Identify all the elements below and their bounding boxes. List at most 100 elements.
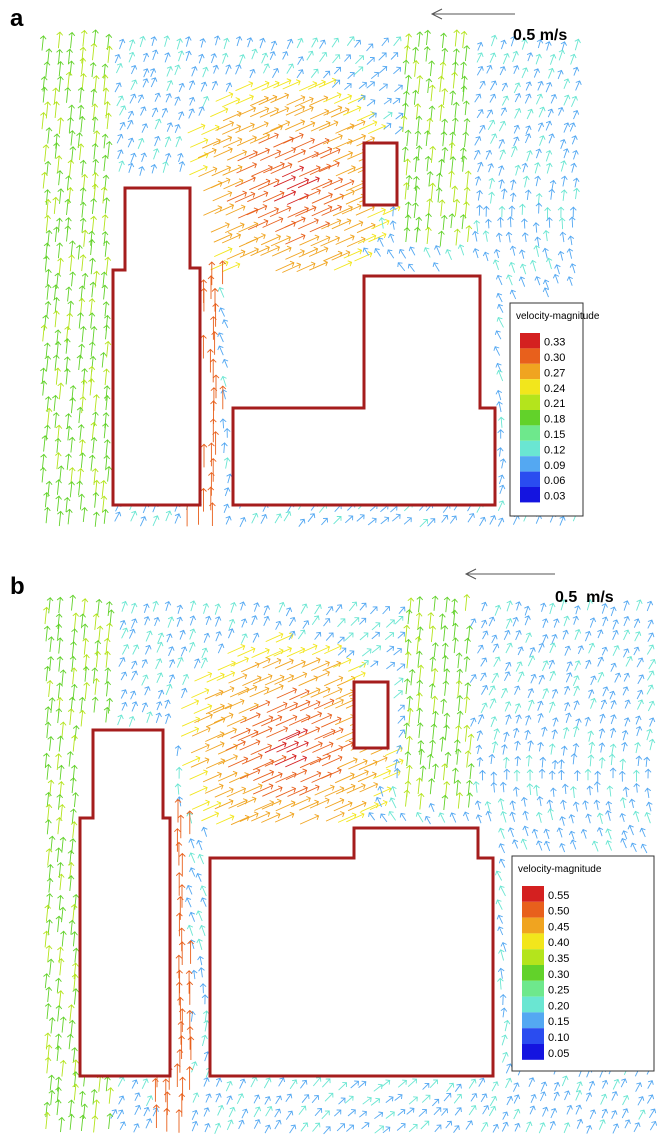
vector-arrow xyxy=(274,673,295,685)
vector-arrow xyxy=(599,713,606,724)
vector-arrow xyxy=(222,164,243,176)
vector-arrow xyxy=(538,1122,546,1134)
vector-arrow xyxy=(498,120,507,132)
vector-arrow xyxy=(416,679,424,696)
vector-arrow xyxy=(311,660,330,671)
vector-arrow xyxy=(467,733,475,751)
vector-arrow xyxy=(475,744,483,755)
vector-arrow xyxy=(358,81,367,89)
vector-arrow xyxy=(509,192,517,202)
vector-arrow xyxy=(67,861,75,879)
vector-arrow xyxy=(321,1078,331,1088)
vector-arrow xyxy=(646,600,654,612)
vector-arrow xyxy=(622,786,630,798)
vector-arrow xyxy=(497,798,505,810)
vector-arrow xyxy=(70,641,77,657)
vector-arrow xyxy=(76,132,83,148)
vector-arrow xyxy=(456,792,463,809)
vector-arrow xyxy=(78,297,86,315)
vector-arrow xyxy=(79,57,87,75)
vector-arrow xyxy=(253,602,260,612)
vector-arrow xyxy=(235,64,242,75)
vector-arrow xyxy=(140,152,147,162)
vector-arrow xyxy=(475,814,482,824)
vector-arrow xyxy=(162,161,169,173)
legend-swatch xyxy=(522,886,544,902)
vector-arrow xyxy=(321,767,342,779)
vector-arrow xyxy=(432,262,440,272)
vector-arrow xyxy=(549,743,556,755)
vector-arrow xyxy=(68,919,76,935)
vector-arrow xyxy=(89,281,97,298)
vector-arrow xyxy=(323,250,343,262)
vector-arrow xyxy=(573,110,580,120)
vector-arrow xyxy=(330,107,350,118)
vector-arrow xyxy=(586,1125,593,1134)
vector-arrow xyxy=(121,600,128,612)
vector-arrow xyxy=(44,506,51,524)
vector-arrow xyxy=(89,454,96,471)
vector-arrow xyxy=(251,810,271,822)
vector-arrow xyxy=(554,1081,561,1091)
vector-arrow xyxy=(198,166,218,178)
vector-arrow xyxy=(207,348,214,373)
vector-arrow xyxy=(69,397,76,414)
vector-arrow xyxy=(77,143,85,161)
vector-arrow xyxy=(204,783,224,794)
vector-arrow xyxy=(472,248,480,259)
vector-arrow xyxy=(574,38,581,51)
vector-arrow xyxy=(324,1092,334,1102)
vector-arrow xyxy=(457,244,465,256)
vector-arrow xyxy=(503,731,510,742)
vector-arrow xyxy=(633,646,640,656)
vector-arrow xyxy=(497,416,505,428)
vector-arrow xyxy=(78,493,85,510)
vector-arrow xyxy=(476,730,484,741)
vector-arrow xyxy=(319,39,326,49)
vector-arrow xyxy=(510,145,518,158)
vector-arrow xyxy=(43,491,50,508)
vector-arrow xyxy=(621,741,628,752)
vector-arrow xyxy=(90,42,98,61)
vector-arrow xyxy=(346,119,366,130)
vector-arrow xyxy=(53,226,60,242)
vector-arrow xyxy=(526,769,534,781)
vector-arrow xyxy=(535,93,543,105)
vector-arrow xyxy=(186,924,194,936)
vector-arrow xyxy=(495,274,503,286)
vector-arrow xyxy=(562,629,569,640)
vector-arrow xyxy=(41,435,49,452)
vector-arrow xyxy=(432,642,439,658)
vector-arrow xyxy=(505,231,513,243)
vector-arrow xyxy=(42,144,50,162)
vector-arrow xyxy=(496,292,503,303)
vector-arrow xyxy=(514,740,521,751)
vector-arrow xyxy=(513,1094,521,1104)
vector-arrow xyxy=(102,301,110,317)
vector-arrow xyxy=(518,276,526,287)
vector-arrow xyxy=(228,1106,236,1118)
vector-arrow xyxy=(137,137,145,149)
vector-arrow xyxy=(250,245,270,257)
vector-arrow xyxy=(215,686,235,697)
vector-arrow xyxy=(188,838,195,849)
vector-arrow xyxy=(213,703,233,714)
vector-arrow xyxy=(269,51,276,60)
vector-arrow xyxy=(299,813,320,825)
vector-arrow xyxy=(59,721,67,738)
vector-arrow xyxy=(427,612,435,629)
vector-arrow xyxy=(208,442,215,467)
vector-arrow xyxy=(644,812,651,824)
vector-arrow xyxy=(493,728,500,740)
vector-arrow xyxy=(321,1110,330,1120)
vector-arrow xyxy=(601,603,608,614)
vector-arrow xyxy=(453,198,461,216)
vector-arrow xyxy=(57,465,65,482)
vector-arrow xyxy=(573,66,580,76)
vector-arrow xyxy=(551,729,558,740)
vector-arrow xyxy=(78,696,86,713)
vector-arrow xyxy=(70,667,78,685)
vector-arrow xyxy=(515,630,522,641)
vector-arrow xyxy=(100,186,108,204)
vector-arrow xyxy=(310,670,330,681)
